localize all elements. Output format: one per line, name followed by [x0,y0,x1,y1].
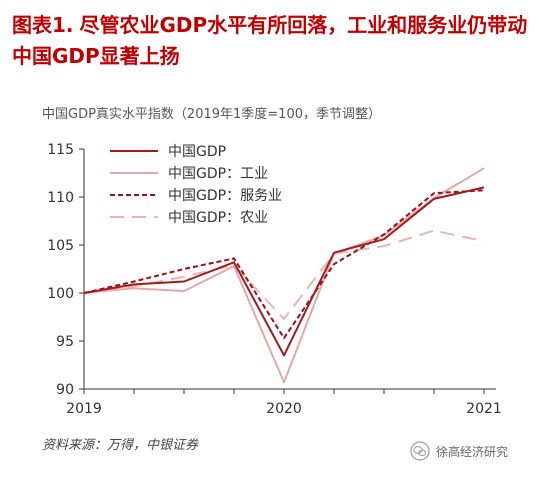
legend-label: 中国GDP：农业 [168,210,268,226]
x-tick-label: 2021 [466,401,502,417]
x-tick-label: 2020 [266,401,302,417]
y-tick-label: 90 [56,382,74,398]
legend-label: 中国GDP：服务业 [168,188,282,204]
chart-title: 中国GDP真实水平指数（2019年1季度=100，季节调整） [42,106,381,122]
watermark-text: 徐高经济研究 [436,444,509,459]
y-tick-label: 105 [47,238,74,254]
series-line-0 [83,186,485,357]
figure-title-text: 尽管农业GDP水平有所回落，工业和服务业仍带动中国GDP显著上扬 [12,13,528,68]
axes: 90 95 100 105 110 115 2019 2020 2021 [47,142,502,417]
x-tick-label: 2019 [66,401,102,417]
y-tick-label: 100 [47,286,74,302]
legend-label: 中国GDP [168,144,226,160]
figure-title: 图表1. 尽管农业GDP水平有所回落，工业和服务业仍带动中国GDP显著上扬 [12,10,532,72]
wechat-icon [410,441,430,461]
series-line-1 [83,167,485,384]
source-note: 资料来源：万得，中银证券 [42,438,199,453]
series-layer [83,167,485,384]
series-line-2 [83,189,485,340]
legend-label: 中国GDP：工业 [168,166,268,182]
watermark: 徐高经济研究 [410,441,508,461]
y-tick-label: 110 [47,190,74,206]
y-tick-label: 115 [47,142,74,158]
figure-number: 图表1. [12,13,74,37]
series-line-3 [83,229,485,320]
y-tick-label: 95 [56,334,74,350]
